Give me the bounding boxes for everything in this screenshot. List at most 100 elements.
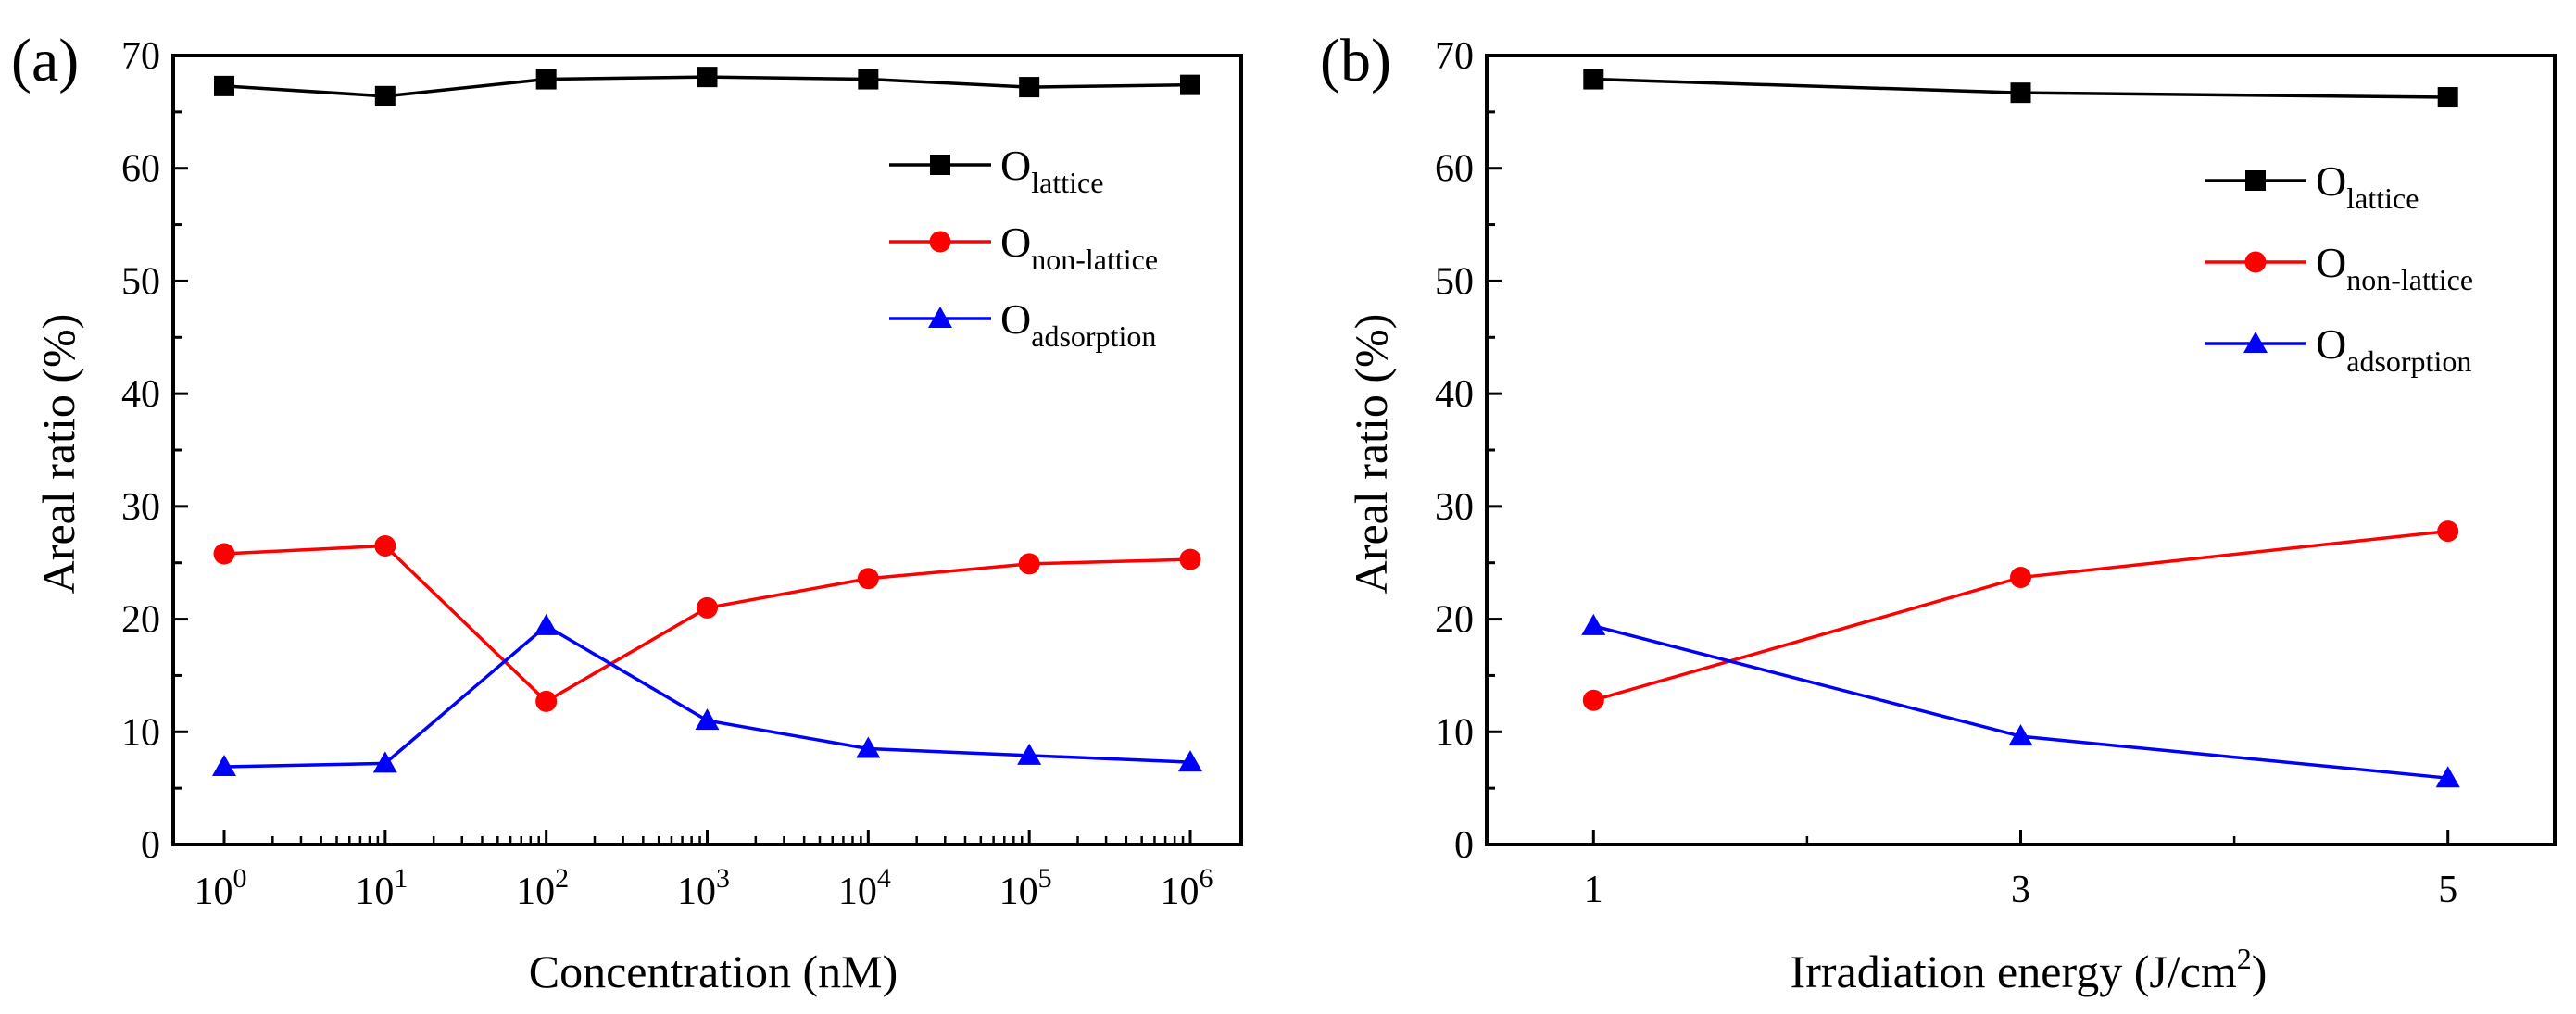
panel-a-x-ticks: 100 101 102 103 104 105 106 [195, 830, 1213, 913]
x-tick-label-1: 1 [1584, 869, 1603, 911]
panel-a-plot-frame [171, 54, 1243, 846]
x-tick-label-10-4: 104 [838, 863, 891, 913]
series-adsorption-point [1581, 613, 1606, 635]
x-tick-label-10-1: 101 [355, 863, 408, 913]
series-lattice-point [374, 85, 396, 106]
x-tick-exponent: 5 [1038, 863, 1052, 894]
y-tick-label-10: 10 [121, 711, 160, 754]
y-tick-label-0: 0 [141, 824, 160, 867]
x-tick-exponent: 0 [233, 863, 247, 894]
series-lattice-point [2010, 82, 2031, 104]
x-tick-base: 10 [355, 870, 394, 913]
legend-symbol: O [2316, 239, 2346, 286]
legend-subscript: lattice [1031, 166, 1103, 199]
legend-label-non-lattice: Onon-lattice [2316, 239, 2473, 296]
series-adsorption-point [212, 755, 236, 777]
series-non-lattice-point [535, 690, 558, 712]
legend-label-non-lattice: Onon-lattice [1000, 219, 1158, 276]
y-tick-label-20: 20 [121, 599, 160, 642]
series-non-lattice-point [2010, 567, 2031, 589]
panel-b-label: (b) [1320, 27, 1391, 94]
series-adsorption-point [856, 736, 881, 758]
panel-a: (a) Areal ratio (%) Concentration (nM) 0… [11, 27, 1243, 997]
panel-a-y-axis-title: Areal ratio (%) [32, 314, 84, 595]
legend-subscript: non-lattice [2346, 263, 2473, 296]
x-tick-label-10-6: 106 [1161, 863, 1213, 913]
series-non-lattice-point [1582, 689, 1604, 711]
panel-a-x-axis-title: Concentration (nM) [529, 945, 898, 997]
legend-label-lattice: Olattice [2316, 157, 2419, 215]
legend-marker [2245, 170, 2266, 191]
series-adsorption-line [223, 623, 1191, 769]
y-tick-label-50: 50 [121, 260, 160, 303]
legend-subscript: adsorption [2346, 344, 2471, 378]
y-tick-label-50: 50 [1435, 260, 1474, 303]
legend-marker [2244, 251, 2267, 273]
x-tick-base: 10 [838, 870, 877, 913]
series-non-lattice-point [2437, 520, 2459, 543]
legend-symbol: O [2316, 157, 2346, 205]
legend-subscript: non-lattice [1031, 243, 1158, 276]
x-tick-exponent: 3 [716, 863, 730, 894]
series-lattice-point [535, 69, 557, 90]
series-lattice-point [214, 75, 234, 96]
legend-symbol: O [1000, 142, 1031, 189]
series-non-lattice-point [697, 596, 718, 619]
series-adsorption-line [1592, 624, 2448, 780]
legend-label-adsorption: Oadsorption [2316, 320, 2471, 378]
legend-label-lattice: Olattice [1000, 142, 1103, 199]
series-lattice-point [1180, 74, 1200, 95]
x-tick-base: 10 [999, 870, 1038, 913]
series-lattice-point [1019, 77, 1040, 98]
x-tick-label-10-0: 100 [195, 863, 247, 913]
x-tick-exponent: 2 [555, 863, 569, 894]
panel-b-y-axis-title: Areal ratio (%) [1345, 314, 1397, 595]
series-non-lattice-line [1592, 529, 2448, 702]
y-tick-label-70: 70 [121, 35, 160, 78]
x-tick-exponent: 1 [394, 863, 408, 894]
panel-b-series [1581, 69, 2460, 788]
panel-a-label: (a) [11, 27, 79, 94]
panel-b-x-axis-title: Irradiation energy (J/cm2) [1791, 942, 2268, 997]
legend-item-adsorption: Oadsorption [889, 295, 1156, 353]
panel-a-series [212, 67, 1202, 777]
series-lattice-point [858, 69, 879, 90]
series-non-lattice-point [374, 534, 396, 557]
legend-symbol: O [1000, 295, 1031, 343]
series-adsorption-point [1017, 743, 1042, 765]
y-tick-label-70: 70 [1435, 35, 1474, 78]
series-adsorption-point [1178, 750, 1202, 772]
series-lattice [1583, 69, 2458, 108]
series-adsorption [212, 613, 1202, 777]
x-tick-label-3: 3 [2011, 869, 2030, 911]
y-tick-label-40: 40 [121, 373, 160, 416]
legend-marker [929, 231, 951, 253]
legend-item-lattice: Olattice [2205, 157, 2419, 215]
panel-b: (b) Areal ratio (%) Irradiation energy (… [1320, 27, 2557, 997]
legend-symbol: O [2316, 320, 2346, 368]
y-tick-label-10: 10 [1435, 711, 1474, 754]
legend-item-adsorption: Oadsorption [2205, 320, 2471, 378]
legend-symbol: O [1000, 219, 1031, 266]
x-tick-base: 10 [516, 870, 555, 913]
panel-a-y-ticks: 0 10 20 30 40 50 60 70 [121, 35, 188, 867]
x-tick-label-10-2: 102 [516, 863, 569, 913]
series-adsorption-point [2435, 766, 2460, 788]
x-tick-base: 10 [195, 870, 233, 913]
y-tick-label-20: 20 [1435, 599, 1474, 642]
x-tick-label-10-3: 103 [677, 863, 730, 913]
series-non-lattice-point [213, 543, 235, 565]
series-adsorption-point [695, 708, 720, 731]
series-non-lattice-point [1018, 553, 1040, 575]
legend-item-non-lattice: Onon-lattice [2205, 239, 2473, 296]
panel-b-x-ticks: 1 3 5 [1584, 830, 2457, 911]
x-tick-base: 10 [677, 870, 716, 913]
panel-b-x-axis-title-main: Irradiation energy (J/cm [1791, 945, 2237, 997]
series-non-lattice-line [223, 544, 1191, 704]
panel-b-y-ticks: 0 10 20 30 40 50 60 70 [1435, 35, 1502, 867]
x-tick-label-5: 5 [2438, 869, 2457, 911]
legend-subscript: lattice [2346, 182, 2419, 215]
